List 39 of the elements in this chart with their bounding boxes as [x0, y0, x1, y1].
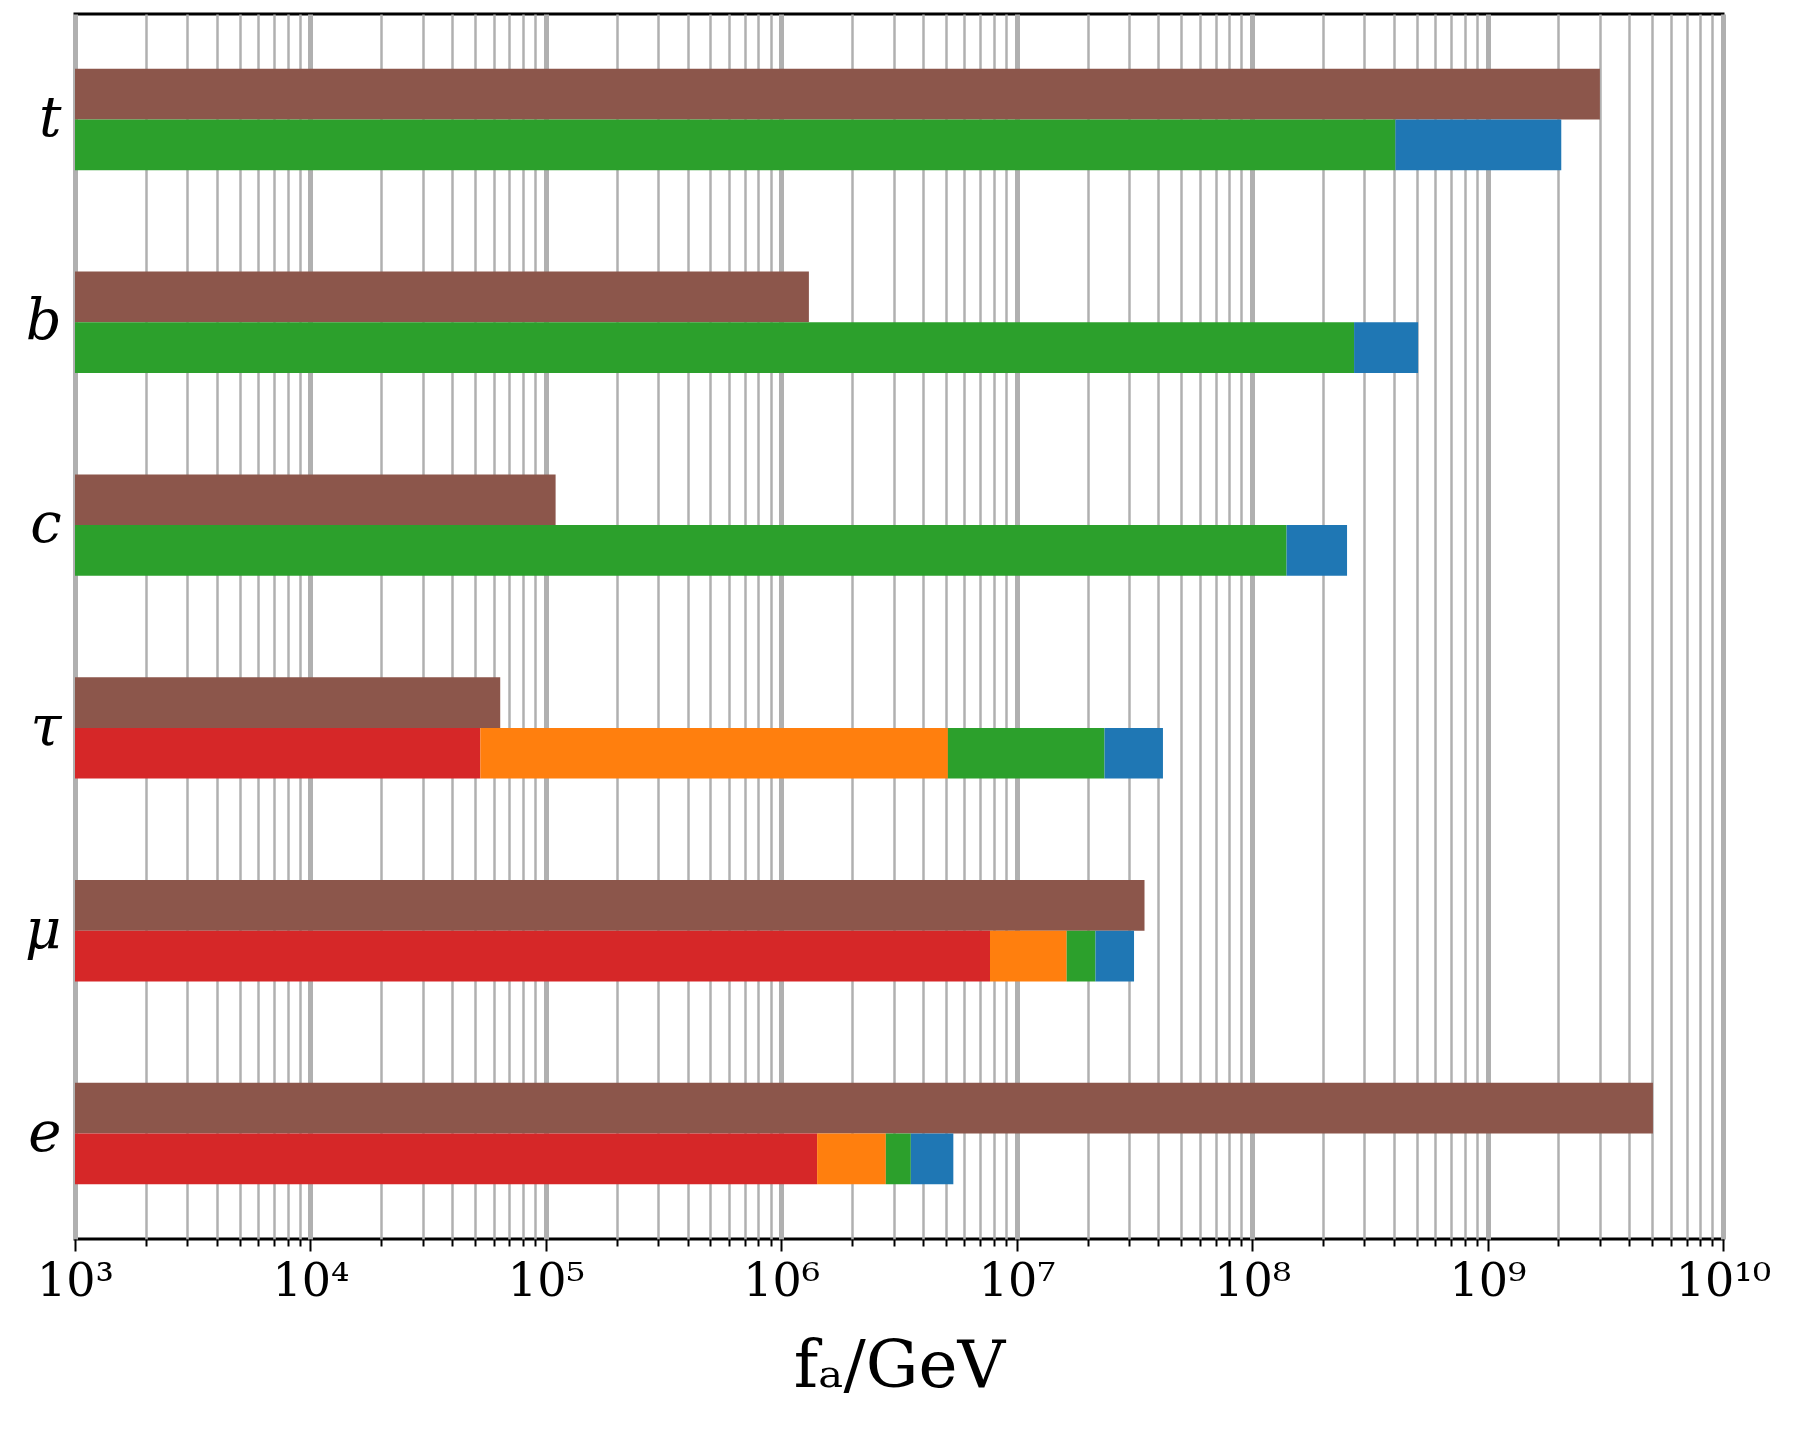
x-tick-label: 10⁹: [1449, 1252, 1527, 1307]
bar: [75, 1133, 818, 1185]
bar: [75, 119, 1396, 171]
y-tick-label: c: [30, 490, 62, 556]
x-tick-label: 10³: [37, 1252, 114, 1307]
bar: [885, 1133, 911, 1185]
bar: [1095, 930, 1135, 982]
bar: [1354, 322, 1419, 373]
x-tick-label: 10⁵: [507, 1252, 585, 1307]
x-tick-label: 10⁶: [743, 1252, 821, 1307]
x-tick-label: 10⁸: [1214, 1252, 1292, 1307]
bar: [75, 525, 1287, 576]
bar: [75, 322, 1355, 373]
bar: [1066, 930, 1096, 982]
x-tick-label: 10¹⁰: [1675, 1252, 1772, 1307]
x-tick-label: 10⁴: [272, 1252, 350, 1307]
bar: [989, 930, 1067, 982]
bar: [1286, 525, 1348, 576]
bar: [75, 68, 1600, 120]
bar: [75, 677, 501, 728]
y-tick-label: μ: [25, 895, 62, 961]
y-tick-label: t: [38, 84, 62, 150]
bar: [75, 271, 809, 323]
bar: [817, 1133, 886, 1185]
bar: [1395, 119, 1562, 171]
bar: [75, 1082, 1653, 1134]
bar: [1104, 727, 1163, 779]
y-tick-label: e: [28, 1098, 62, 1164]
y-tick-label: b: [25, 287, 62, 353]
bar: [75, 930, 990, 982]
y-tick-label: τ: [30, 692, 63, 758]
x-axis-title: fₐ/GeV: [793, 1325, 1007, 1403]
bar: [75, 880, 1145, 931]
bar: [910, 1133, 954, 1185]
bar: [480, 727, 948, 779]
x-tick-label: 10⁷: [978, 1252, 1056, 1307]
bar: [947, 727, 1105, 779]
bar: [75, 727, 481, 779]
bar: [75, 474, 556, 526]
